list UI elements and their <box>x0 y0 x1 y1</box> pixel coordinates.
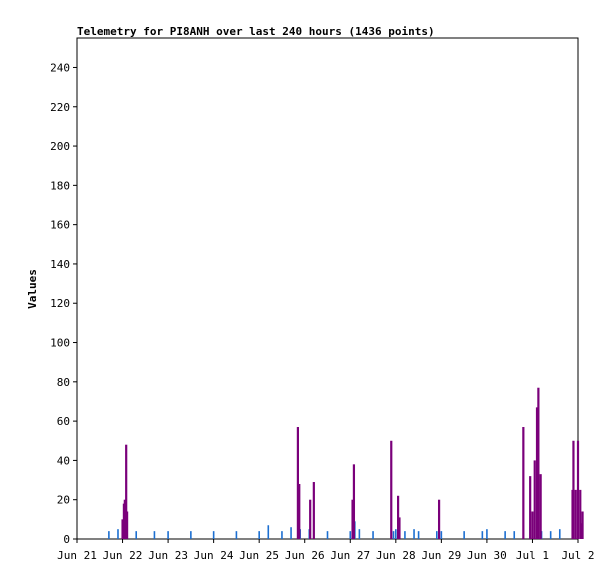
data-bar <box>436 531 438 539</box>
data-bar <box>397 495 400 539</box>
data-bar <box>358 529 361 539</box>
x-tick-label: Jun 26 <box>285 549 325 562</box>
y-tick-label: 60 <box>57 415 70 428</box>
data-bar <box>398 517 401 539</box>
data-bar <box>392 531 395 539</box>
data-bar <box>579 489 582 539</box>
x-tick-label: Jul 2 <box>561 549 594 562</box>
data-bar <box>108 531 110 539</box>
data-bar <box>513 531 516 539</box>
data-bar <box>539 474 542 539</box>
data-bar <box>549 531 552 539</box>
data-bar <box>390 440 393 539</box>
data-bar <box>372 531 374 539</box>
data-bar <box>351 499 354 539</box>
plot-frame <box>76 37 579 540</box>
chart-title: Telemetry for PI8ANH over last 240 hours… <box>77 25 435 38</box>
y-tick-label: 120 <box>50 297 70 310</box>
series-2 <box>121 387 584 539</box>
data-bar <box>123 499 126 539</box>
data-bar <box>481 531 484 539</box>
data-bar <box>440 531 443 539</box>
data-bar <box>125 444 128 539</box>
data-bar <box>352 464 356 539</box>
data-bar <box>312 482 315 539</box>
data-bar <box>349 531 352 539</box>
x-tick-label: Jun 25 <box>239 549 279 562</box>
data-bar <box>153 531 156 539</box>
x-tick-label: Jun 24 <box>194 549 234 562</box>
data-bar <box>258 531 260 539</box>
y-tick-label: 240 <box>50 61 70 74</box>
data-bar <box>309 499 312 539</box>
plot-area: 0 20 40 60 80 100 120 140 160 180 200 220 240 Jun 21 J… <box>50 37 595 562</box>
data-bar <box>537 387 540 539</box>
data-bar <box>417 531 420 539</box>
data-bar <box>558 529 561 539</box>
data-bar <box>117 529 119 539</box>
data-bar <box>522 427 525 539</box>
y-tick-label: 220 <box>50 101 70 114</box>
data-bar <box>395 529 397 539</box>
y-tick-label: 100 <box>50 337 70 350</box>
data-bar <box>296 427 299 539</box>
x-tick-label: Jun 28 <box>376 549 416 562</box>
data-bar <box>135 531 138 539</box>
data-bar <box>235 531 238 539</box>
y-tick-label: 140 <box>50 258 70 271</box>
x-tick-label: Jun 29 <box>421 549 461 562</box>
data-bar <box>576 440 580 539</box>
y-tick-label: 180 <box>50 179 70 192</box>
data-bar <box>533 460 536 539</box>
x-tick-label: Jun 23 <box>148 549 188 562</box>
data-bar <box>437 499 441 539</box>
data-bar <box>290 527 292 539</box>
data-bar <box>298 483 301 539</box>
x-tick-label: Jul 1 <box>516 549 549 562</box>
data-bar <box>581 511 584 539</box>
y-axis-label: Values <box>26 269 39 309</box>
y-tick-label: 0 <box>63 533 70 546</box>
data-bar <box>281 531 283 539</box>
data-bar <box>486 529 488 539</box>
data-bar <box>572 440 575 539</box>
data-bar <box>404 531 406 539</box>
data-bar <box>529 476 532 539</box>
data-bar <box>126 511 129 539</box>
data-bar <box>121 519 124 539</box>
y-tick-label: 20 <box>57 494 70 507</box>
x-tick-label: Jun 27 <box>330 549 370 562</box>
y-tick-label: 160 <box>50 219 70 232</box>
x-tick-label: Jun 30 <box>467 549 507 562</box>
data-bar <box>212 531 215 539</box>
data-bar <box>167 531 169 539</box>
data-bar <box>190 531 192 539</box>
data-bar <box>535 407 539 539</box>
x-tick-label: Jun 22 <box>103 549 143 562</box>
data-bar <box>267 525 270 539</box>
data-bar <box>504 531 506 539</box>
data-bar <box>463 531 465 539</box>
data-bar <box>413 529 415 539</box>
data-bar <box>574 489 577 539</box>
y-tick-label: 80 <box>57 376 70 389</box>
data-bar <box>531 511 534 539</box>
x-tick-label: Jun 21 <box>57 549 97 562</box>
y-tick-label: 40 <box>57 454 70 467</box>
data-bar <box>326 531 329 539</box>
y-tick-label: 200 <box>50 140 70 153</box>
